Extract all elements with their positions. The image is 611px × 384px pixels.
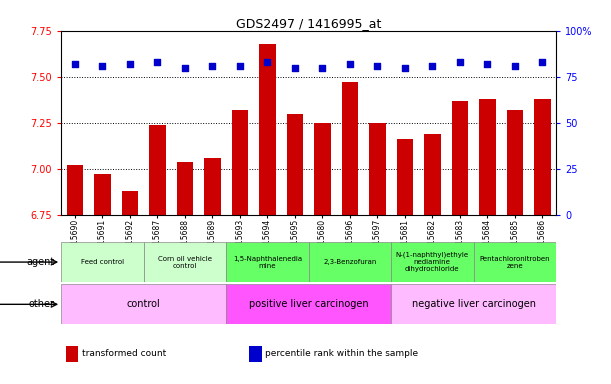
Point — [510, 63, 519, 69]
Bar — [204, 158, 221, 215]
Point — [290, 65, 300, 71]
Text: 2,3-Benzofuran: 2,3-Benzofuran — [323, 259, 376, 265]
Bar — [369, 123, 386, 215]
Bar — [287, 114, 303, 215]
Bar — [259, 44, 276, 215]
Title: GDS2497 / 1416995_at: GDS2497 / 1416995_at — [236, 17, 381, 30]
Bar — [94, 174, 111, 215]
Text: transformed count: transformed count — [82, 349, 166, 358]
Bar — [144, 242, 226, 282]
Bar — [479, 99, 496, 215]
Bar — [149, 125, 166, 215]
Point — [318, 65, 327, 71]
Bar — [232, 110, 248, 215]
Point — [482, 61, 492, 67]
Point — [70, 61, 79, 67]
Point — [153, 59, 163, 65]
Point — [263, 59, 273, 65]
Bar — [226, 242, 309, 282]
Text: Corn oil vehicle
control: Corn oil vehicle control — [158, 256, 212, 268]
Bar — [226, 284, 391, 324]
Text: positive liver carcinogen: positive liver carcinogen — [249, 299, 368, 310]
Point — [373, 63, 382, 69]
Text: percentile rank within the sample: percentile rank within the sample — [265, 349, 418, 358]
Text: agent: agent — [27, 257, 55, 267]
Point — [400, 65, 409, 71]
Bar — [249, 346, 262, 362]
Text: control: control — [126, 299, 161, 310]
Bar — [66, 346, 78, 362]
Point — [455, 59, 464, 65]
Bar — [424, 134, 441, 215]
Bar — [342, 82, 358, 215]
Bar — [397, 139, 413, 215]
Bar — [534, 99, 551, 215]
Text: other: other — [29, 299, 55, 310]
Text: negative liver carcinogen: negative liver carcinogen — [412, 299, 535, 310]
Bar — [61, 242, 144, 282]
Bar — [507, 110, 523, 215]
Point — [538, 59, 547, 65]
Text: N-(1-naphthyl)ethyle
nediamine
dihydrochloride: N-(1-naphthyl)ethyle nediamine dihydroch… — [396, 252, 469, 272]
Bar — [61, 284, 226, 324]
Bar — [391, 242, 474, 282]
Bar — [177, 162, 193, 215]
Bar — [309, 242, 391, 282]
Text: 1,5-Naphthalenedia
mine: 1,5-Naphthalenedia mine — [233, 256, 302, 268]
Text: Feed control: Feed control — [81, 259, 124, 265]
Bar — [391, 284, 556, 324]
Bar — [67, 165, 83, 215]
Point — [427, 63, 437, 69]
Point — [235, 63, 244, 69]
Point — [180, 65, 189, 71]
Point — [98, 63, 108, 69]
Point — [207, 63, 218, 69]
Point — [125, 61, 134, 67]
Bar — [452, 101, 468, 215]
Bar — [122, 191, 138, 215]
Bar — [474, 242, 556, 282]
Bar — [314, 123, 331, 215]
Point — [345, 61, 354, 67]
Text: Pentachloronitroben
zene: Pentachloronitroben zene — [480, 256, 550, 268]
